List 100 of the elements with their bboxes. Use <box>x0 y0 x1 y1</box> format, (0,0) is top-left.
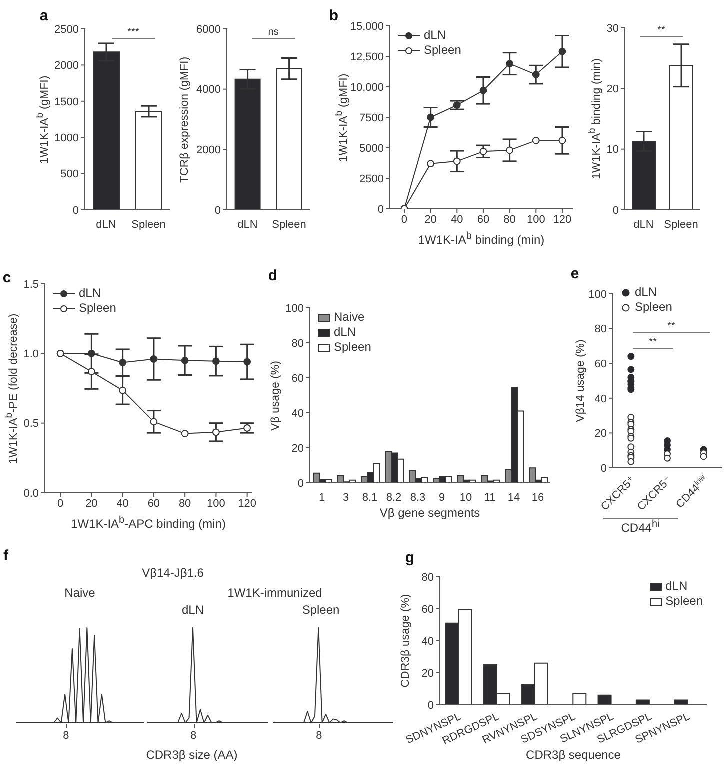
y-tick-label: 0 <box>612 204 619 217</box>
x-tick-label: 1 <box>318 492 326 504</box>
y-tick-label: 40 <box>292 408 304 420</box>
x-tick-label: Spleen <box>132 219 166 231</box>
x-tick-label: 60 <box>477 214 490 226</box>
x-tick-label: 10 <box>460 492 472 504</box>
x-tick-label: 80 <box>178 498 192 510</box>
y-tick-label: 10,000 <box>350 82 384 94</box>
text: 8 <box>190 730 197 742</box>
x-tick-label: 40 <box>116 498 129 510</box>
y-tick-label: 20 <box>594 428 607 440</box>
y-tick-label: 1500 <box>54 96 79 108</box>
y-axis-title: CDR3β usage (%) <box>400 594 412 688</box>
text: f <box>4 548 8 564</box>
y-tick-label: 80 <box>422 572 434 584</box>
y-tick-label: 1.5 <box>24 278 39 291</box>
x-tick-label: 40 <box>451 214 464 226</box>
y-tick-label: 5000 <box>360 142 384 155</box>
x-tick-label: Spleen <box>272 219 306 231</box>
x-tick-label: 60 <box>148 498 160 510</box>
x-axis-title: CDR3β sequence <box>526 748 621 762</box>
legend-label: Spleen <box>666 594 703 609</box>
text: g <box>405 550 415 566</box>
y-tick-label: 20 <box>292 442 304 455</box>
text: 8 <box>316 730 322 742</box>
legend-label: dLN <box>334 325 356 340</box>
x-tick-label: 0 <box>401 214 408 226</box>
x-tick-label: dLN <box>96 219 116 231</box>
y-axis-title: TCRβ expression (gMFI) <box>179 56 191 183</box>
legend-label: Spleen <box>79 301 116 316</box>
legend-label: dLN <box>635 285 658 300</box>
x-tick-label: Spleen <box>664 219 698 231</box>
chart-title: dLN <box>182 603 204 617</box>
annotation: ** <box>658 25 666 36</box>
y-tick-label: 2000 <box>196 144 221 157</box>
x-axis-title: 1W1K-IA$^{b}$-APC binding (min) <box>71 515 226 531</box>
bracket: CD44$^{hi}$ <box>603 518 678 530</box>
text: a <box>40 8 48 24</box>
bracket: ns <box>252 27 295 39</box>
x-tick-label: 120 <box>238 498 257 510</box>
y-tick-label: 60 <box>292 372 304 385</box>
y-axis-title: Vβ14 usage (%) <box>575 340 587 422</box>
y-tick-label: 30 <box>606 22 619 35</box>
legend-label: Spleen <box>424 43 462 58</box>
legend-label: Spleen <box>635 300 672 315</box>
legend-label: dLN <box>79 286 102 301</box>
y-tick-label: 0.5 <box>24 418 39 430</box>
bracket: ** <box>640 25 683 37</box>
x-axis-title: 1W1K-IA$^{b}$ binding (min) <box>418 231 545 247</box>
x-axis-title: Vβ gene segments <box>380 506 480 520</box>
x-tick-label: 20 <box>86 498 98 510</box>
y-tick-label: 40 <box>594 393 607 406</box>
y-tick-label: 0.0 <box>24 488 39 500</box>
x-tick-label: 120 <box>553 214 572 226</box>
x-tick-label: dLN <box>238 219 258 231</box>
y-tick-label: 2500 <box>54 24 79 36</box>
y-tick-label: 10 <box>606 144 619 156</box>
y-tick-label: 60 <box>594 358 607 371</box>
text: 1W1K-immunized <box>228 586 322 600</box>
bracket: *** <box>112 27 155 39</box>
y-tick-label: 15,000 <box>350 20 384 33</box>
legend-label: Spleen <box>334 340 372 355</box>
y-tick-label: 6000 <box>196 24 221 36</box>
bracket: ** <box>633 337 673 349</box>
text: b <box>329 8 339 24</box>
annotation: ** <box>649 337 657 348</box>
text: 8 <box>63 730 70 742</box>
y-tick-label: 2500 <box>360 173 384 186</box>
legend-label: dLN <box>424 28 446 43</box>
y-tick-label: 80 <box>292 338 304 350</box>
y-tick-label: 100 <box>286 302 304 315</box>
y-tick-label: 4000 <box>196 84 221 96</box>
legend-label: Naive <box>334 310 365 325</box>
y-axis-title: Vβ usage (%) <box>270 360 282 430</box>
x-tick-label: 8.3 <box>410 492 426 504</box>
y-tick-label: 0 <box>214 204 221 217</box>
y-tick-label: 0 <box>72 204 79 217</box>
y-tick-label: 12,500 <box>350 51 384 64</box>
y-tick-label: 1000 <box>54 132 79 145</box>
x-tick-label: 14 <box>508 492 520 504</box>
x-tick-label: dLN <box>634 219 654 231</box>
annotation: *** <box>128 27 140 38</box>
y-tick-label: 0 <box>378 204 384 216</box>
y-tick-label: 1.0 <box>24 348 39 361</box>
y-tick-label: 7500 <box>360 112 384 124</box>
y-tick-label: 100 <box>588 288 607 301</box>
y-tick-label: 500 <box>60 168 79 181</box>
y-tick-label: 60 <box>422 604 434 616</box>
text: Vβ14-Jβ1.6 <box>142 566 204 580</box>
x-axis-title: CDR3β size (AA) <box>146 748 238 762</box>
legend-label: dLN <box>666 579 688 594</box>
y-tick-label: 0 <box>428 700 434 712</box>
text: d <box>268 268 278 284</box>
chart-title: Naive <box>64 586 96 600</box>
y-tick-label: 40 <box>422 636 434 648</box>
x-tick-label: 80 <box>504 214 516 226</box>
x-tick-label: 100 <box>526 214 546 226</box>
y-tick-label: 20 <box>422 668 434 680</box>
x-tick-label: 9 <box>438 492 446 504</box>
annotation: ns <box>268 27 279 38</box>
